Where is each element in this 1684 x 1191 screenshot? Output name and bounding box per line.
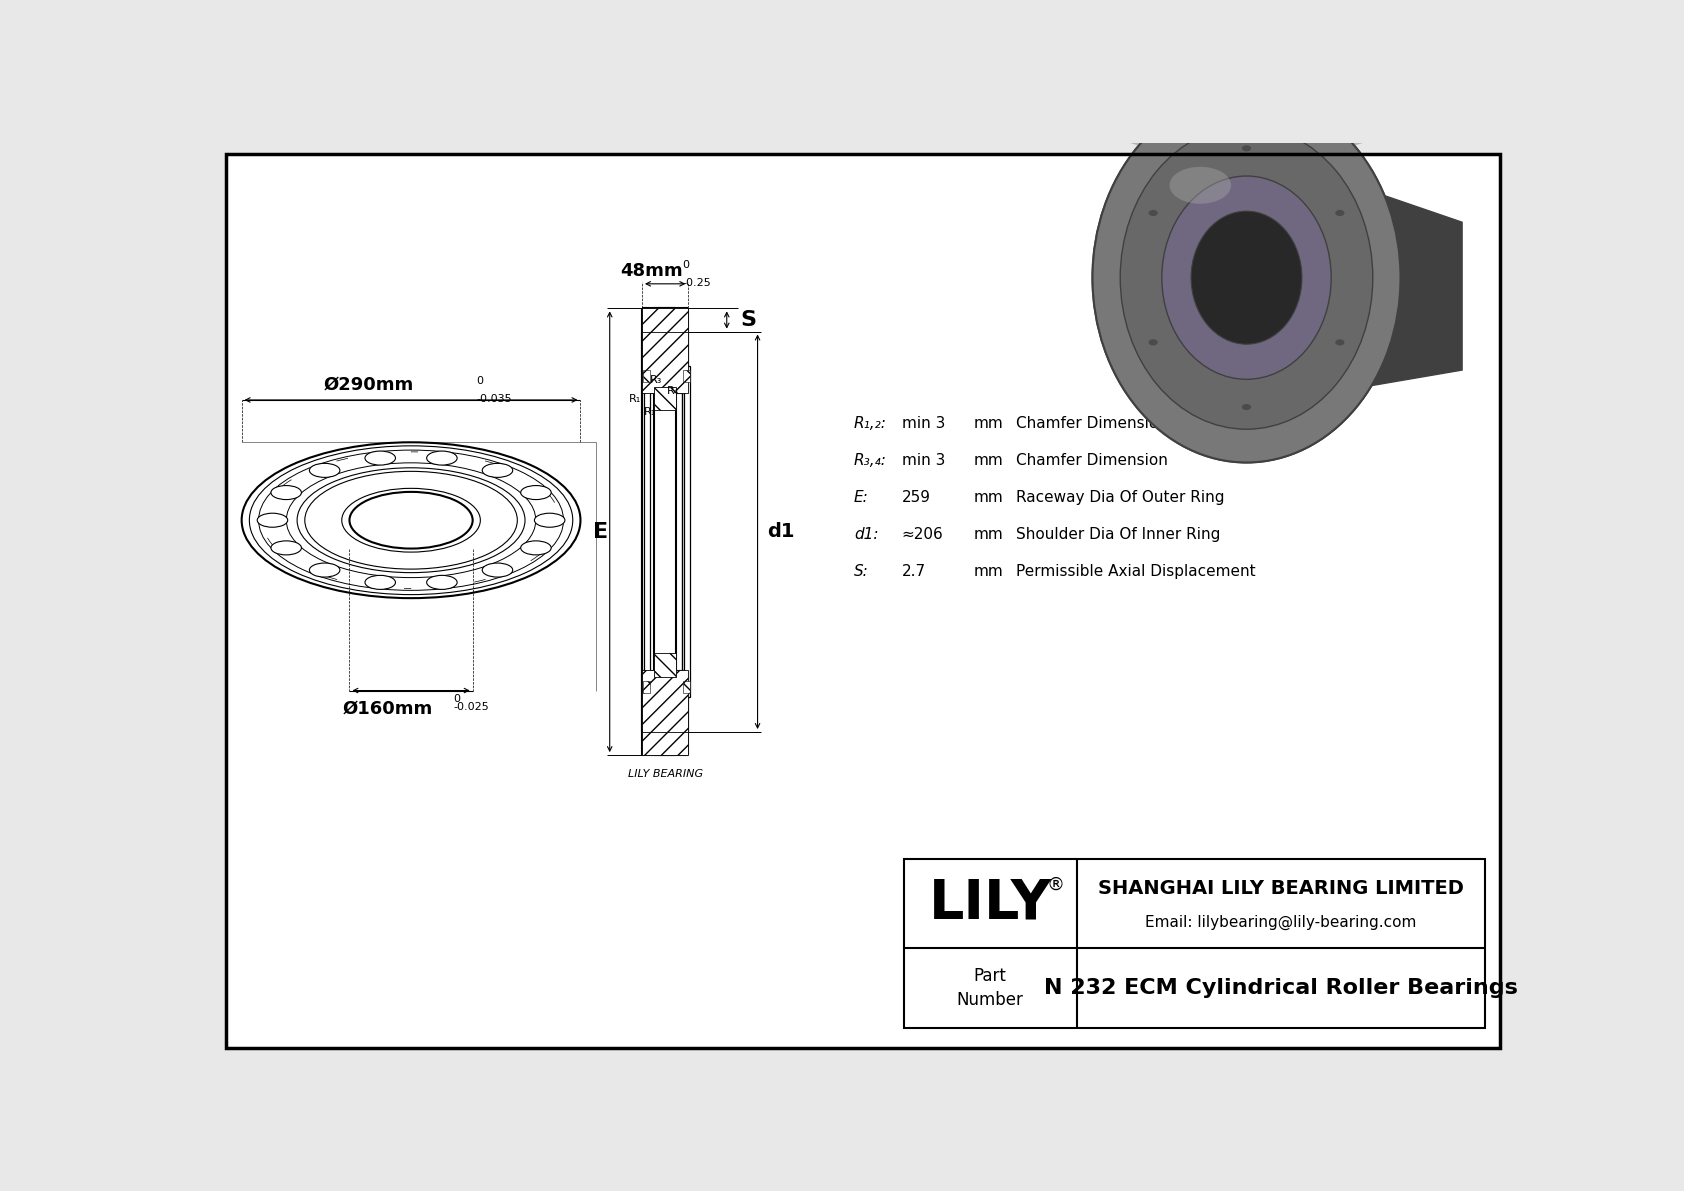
Text: ≈206: ≈206 — [901, 528, 943, 542]
Text: min 3: min 3 — [901, 454, 945, 468]
Text: -0.25: -0.25 — [682, 278, 711, 288]
Ellipse shape — [271, 541, 301, 555]
Text: SHANGHAI LILY BEARING LIMITED: SHANGHAI LILY BEARING LIMITED — [1098, 879, 1463, 898]
Text: 0: 0 — [477, 376, 483, 386]
Text: Permissible Axial Displacement: Permissible Axial Displacement — [1015, 565, 1255, 579]
Text: ®: ® — [1046, 875, 1064, 894]
Ellipse shape — [271, 486, 301, 499]
Text: min 3: min 3 — [901, 417, 945, 431]
Text: 48mm: 48mm — [620, 262, 682, 280]
Bar — [642, 697, 689, 755]
Text: S: S — [741, 310, 756, 330]
Ellipse shape — [1335, 210, 1344, 216]
Text: mm: mm — [973, 417, 1004, 431]
Ellipse shape — [1191, 211, 1302, 344]
Bar — [684, 370, 690, 382]
Ellipse shape — [534, 513, 564, 528]
Text: Ø160mm: Ø160mm — [344, 700, 433, 718]
Ellipse shape — [520, 541, 551, 555]
Ellipse shape — [258, 513, 288, 528]
Text: d1: d1 — [766, 523, 795, 541]
Bar — [684, 366, 690, 697]
Ellipse shape — [310, 563, 340, 578]
Ellipse shape — [310, 463, 340, 478]
Text: Part
Number: Part Number — [957, 967, 1024, 1009]
Bar — [684, 681, 690, 693]
Text: mm: mm — [973, 491, 1004, 505]
Text: 2.7: 2.7 — [901, 565, 926, 579]
Text: -0.025: -0.025 — [453, 701, 488, 712]
Text: E: E — [593, 522, 608, 542]
Ellipse shape — [1120, 126, 1372, 429]
Ellipse shape — [520, 486, 551, 499]
Text: -0.035: -0.035 — [477, 394, 512, 404]
Text: R₃,₄:: R₃,₄: — [854, 454, 887, 468]
Text: R₄: R₄ — [667, 386, 679, 395]
Text: 0: 0 — [682, 260, 689, 270]
Text: E:: E: — [854, 491, 869, 505]
Ellipse shape — [1148, 210, 1159, 216]
Bar — [655, 387, 675, 410]
Text: Ø290mm: Ø290mm — [323, 376, 414, 394]
Text: R₃: R₃ — [650, 375, 662, 385]
Bar — [643, 681, 650, 693]
Text: LILY BEARING: LILY BEARING — [628, 769, 702, 779]
Bar — [642, 671, 689, 732]
Bar — [643, 370, 650, 382]
Ellipse shape — [1162, 176, 1332, 379]
Ellipse shape — [482, 463, 512, 478]
Text: R₁: R₁ — [643, 406, 655, 417]
Text: mm: mm — [973, 454, 1004, 468]
Ellipse shape — [1241, 404, 1251, 410]
Text: S:: S: — [854, 565, 869, 579]
Text: d1:: d1: — [854, 528, 879, 542]
Bar — [642, 308, 689, 366]
Text: R₁: R₁ — [630, 394, 642, 404]
Text: 259: 259 — [901, 491, 931, 505]
Bar — [642, 331, 689, 393]
Ellipse shape — [426, 575, 456, 590]
Bar — [655, 654, 675, 676]
Text: LILY: LILY — [928, 877, 1051, 930]
Ellipse shape — [482, 563, 512, 578]
Text: Raceway Dia Of Outer Ring: Raceway Dia Of Outer Ring — [1015, 491, 1224, 505]
Text: N 232 ECM Cylindrical Roller Bearings: N 232 ECM Cylindrical Roller Bearings — [1044, 978, 1517, 998]
Ellipse shape — [1093, 93, 1401, 462]
Polygon shape — [1354, 186, 1462, 388]
Ellipse shape — [1100, 83, 1393, 157]
Ellipse shape — [1093, 93, 1401, 462]
Bar — [904, 859, 1485, 1028]
Text: Email: lilybearing@lily-bearing.com: Email: lilybearing@lily-bearing.com — [1145, 915, 1416, 930]
Text: mm: mm — [973, 565, 1004, 579]
Bar — [643, 366, 650, 697]
Text: mm: mm — [973, 528, 1004, 542]
Ellipse shape — [365, 575, 396, 590]
Ellipse shape — [365, 451, 396, 464]
Text: R₁,₂:: R₁,₂: — [854, 417, 887, 431]
Text: Chamfer Dimension: Chamfer Dimension — [1015, 454, 1167, 468]
Text: Shoulder Dia Of Inner Ring: Shoulder Dia Of Inner Ring — [1015, 528, 1219, 542]
Ellipse shape — [426, 451, 456, 464]
Text: Chamfer Dimension: Chamfer Dimension — [1015, 417, 1167, 431]
Ellipse shape — [1335, 339, 1344, 345]
Ellipse shape — [1148, 339, 1159, 345]
Ellipse shape — [1241, 145, 1251, 151]
Ellipse shape — [1169, 167, 1231, 204]
Text: 0: 0 — [453, 694, 460, 704]
